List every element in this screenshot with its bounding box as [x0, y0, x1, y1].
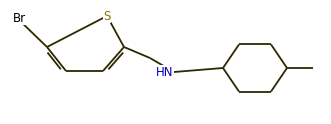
Text: Br: Br [13, 12, 25, 25]
Text: HN: HN [156, 65, 173, 78]
Text: S: S [103, 10, 111, 22]
